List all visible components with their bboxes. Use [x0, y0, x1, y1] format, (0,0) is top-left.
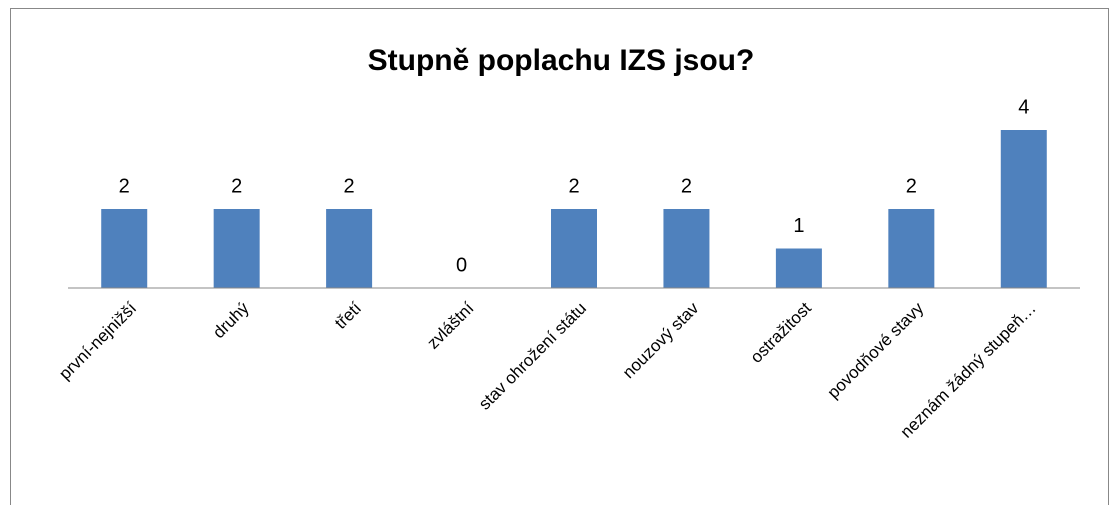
- bar: [888, 209, 935, 288]
- data-label: 2: [906, 175, 917, 197]
- bar: [775, 248, 822, 288]
- data-label: 1: [793, 215, 804, 237]
- bar: [326, 209, 373, 288]
- bar: [1000, 130, 1047, 288]
- bar: [101, 209, 148, 288]
- bar: [213, 209, 260, 288]
- data-label: 4: [1018, 96, 1029, 118]
- data-label: 2: [568, 175, 579, 197]
- chart-title: Stupně poplachu IZS jsou?: [368, 44, 755, 77]
- bar: [663, 209, 710, 288]
- data-label: 2: [344, 175, 355, 197]
- data-label: 2: [681, 175, 692, 197]
- bar: [551, 209, 597, 288]
- data-label: 0: [456, 254, 467, 276]
- data-label: 2: [119, 175, 130, 197]
- data-label: 2: [231, 175, 242, 197]
